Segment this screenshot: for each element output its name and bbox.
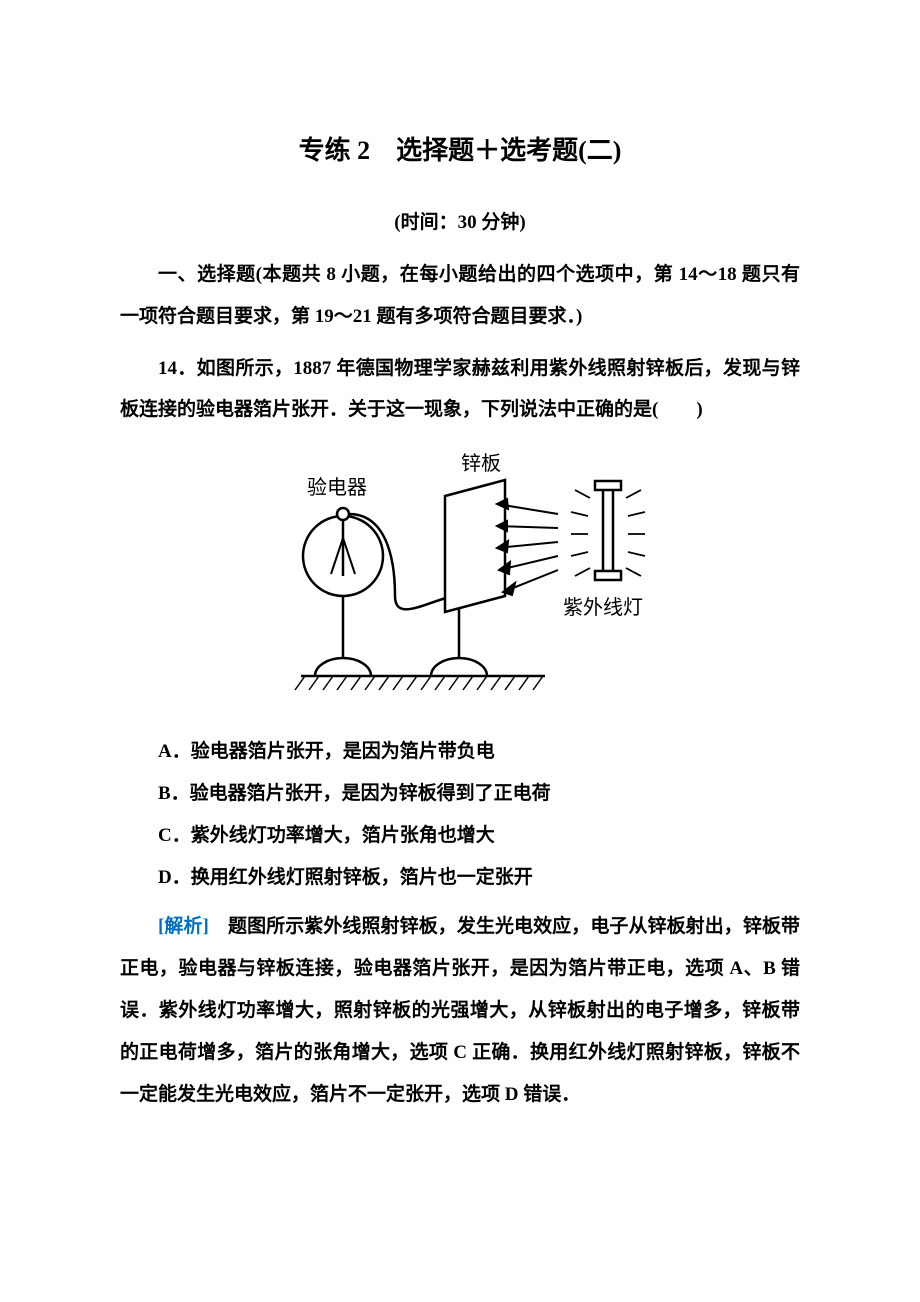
page-title: 专练 2 选择题＋选考题(二) (120, 130, 800, 167)
time-label: (时间：30 分钟) (120, 207, 800, 234)
photoelectric-diagram: 验电器 锌板 紫外线灯 (245, 446, 675, 706)
electroscope-label: 验电器 (307, 476, 367, 499)
q14-option-a: A．验电器箔片张开，是因为箔片带负电 (120, 731, 800, 773)
q14-diagram: 验电器 锌板 紫外线灯 (120, 446, 800, 711)
q14-option-c: C．紫外线灯功率增大，箔片张角也增大 (120, 815, 800, 857)
uv-label: 紫外线灯 (563, 596, 643, 619)
q14-option-d: D．换用红外线灯照射锌板，箔片也一定张开 (120, 857, 800, 899)
q14-option-b: B．验电器箔片张开，是因为锌板得到了正电荷 (120, 773, 800, 815)
zinc-label: 锌板 (461, 452, 501, 475)
analysis-label: [解析] (158, 916, 209, 937)
section-intro: 一、选择题(本题共 8 小题，在每小题给出的四个选项中，第 14～18 题只有一… (120, 254, 800, 338)
analysis-body: 题图所示紫外线照射锌板，发生光电效应，电子从锌板射出，锌板带正电，验电器与锌板连… (120, 916, 800, 1104)
q14-options: A．验电器箔片张开，是因为箔片带负电 B．验电器箔片张开，是因为锌板得到了正电荷… (120, 731, 800, 898)
q14-analysis: [解析] 题图所示紫外线照射锌板，发生光电效应，电子从锌板射出，锌板带正电，验电… (120, 906, 800, 1115)
q14-stem: 14．如图所示，1887 年德国物理学家赫兹利用紫外线照射锌板后，发现与锌板连接… (120, 348, 800, 432)
